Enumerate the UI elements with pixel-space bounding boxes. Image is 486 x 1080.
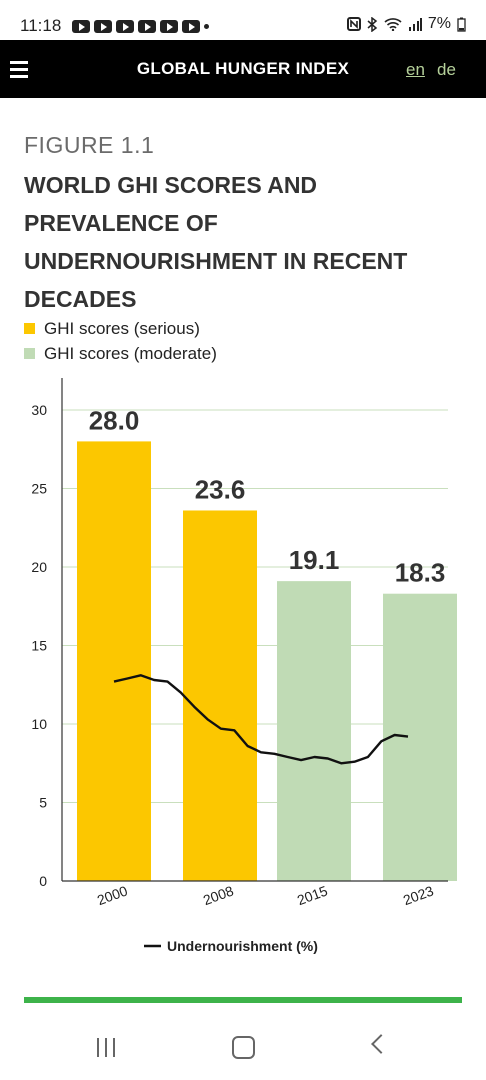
youtube-icon [94,20,112,33]
x-tick-label: 2015 [295,882,330,908]
language-de-link[interactable]: de [437,60,456,79]
wifi-icon [384,18,402,31]
signal-icon [408,18,422,31]
youtube-icon [138,20,156,33]
status-icons: 7% [346,15,466,33]
y-tick-label: 20 [31,559,47,575]
legend-swatch-moderate [24,348,35,359]
language-en-link[interactable]: en [406,60,425,79]
legend-serious-label: GHI scores (serious) [44,319,200,338]
legend-swatch-serious [24,323,35,334]
legend-moderate: GHI scores (moderate) [24,344,217,364]
recents-icon[interactable] [97,1038,117,1058]
top-app-bar: GLOBAL HUNGER INDEX en de [0,40,486,98]
y-tick-label: 30 [31,402,47,418]
bar-2023 [383,593,457,881]
bar-2000 [77,441,151,881]
figure-title: WORLD GHI SCORES AND PREVALENCE OF UNDER… [24,172,408,312]
nfc-icon [346,17,361,31]
bar-value-label: 23.6 [195,474,246,504]
bar-value-label: 18.3 [395,558,446,588]
home-icon[interactable] [232,1036,255,1059]
youtube-icon [116,20,134,33]
site-title[interactable]: GLOBAL HUNGER INDEX [136,59,350,78]
y-tick-label: 25 [31,481,47,497]
bar-2015 [277,581,351,881]
x-tick-label: 2008 [201,882,236,908]
battery-icon [457,17,466,32]
bluetooth-icon [367,16,378,32]
notification-icons [72,18,204,34]
android-nav-bar [0,1016,486,1080]
section-divider [24,997,462,1003]
bar-value-label: 19.1 [289,545,340,575]
y-tick-label: 10 [31,716,47,732]
bar-value-label: 28.0 [89,405,140,435]
x-tick-label: 2023 [401,882,436,908]
more-notifications-dot [204,24,209,29]
status-bar: 11:18 7% [0,0,486,40]
legend-serious: GHI scores (serious) [24,319,200,339]
legend-moderate-label: GHI scores (moderate) [44,344,217,363]
youtube-icon [182,20,200,33]
bar-2008 [183,510,257,881]
back-icon[interactable] [371,1034,391,1054]
undernourishment-line [113,674,409,765]
youtube-icon [72,20,90,33]
figure-label: FIGURE 1.1 [24,132,155,158]
battery-percent: 7% [427,15,451,32]
youtube-icon [160,20,178,33]
status-time: 11:18 [20,16,62,35]
y-tick-label: 5 [39,795,47,811]
y-tick-label: 0 [39,873,47,889]
hamburger-menu-icon[interactable] [10,61,28,78]
y-tick-label: 15 [31,638,47,654]
legend-undernourishment-label: Undernourishment (%) [167,938,318,954]
x-tick-label: 2000 [95,882,130,908]
ghi-chart: 0 5 10 15 20 25 30 28.0 2000 23.6 2008 19.1 2015 18.3… [31,378,457,954]
